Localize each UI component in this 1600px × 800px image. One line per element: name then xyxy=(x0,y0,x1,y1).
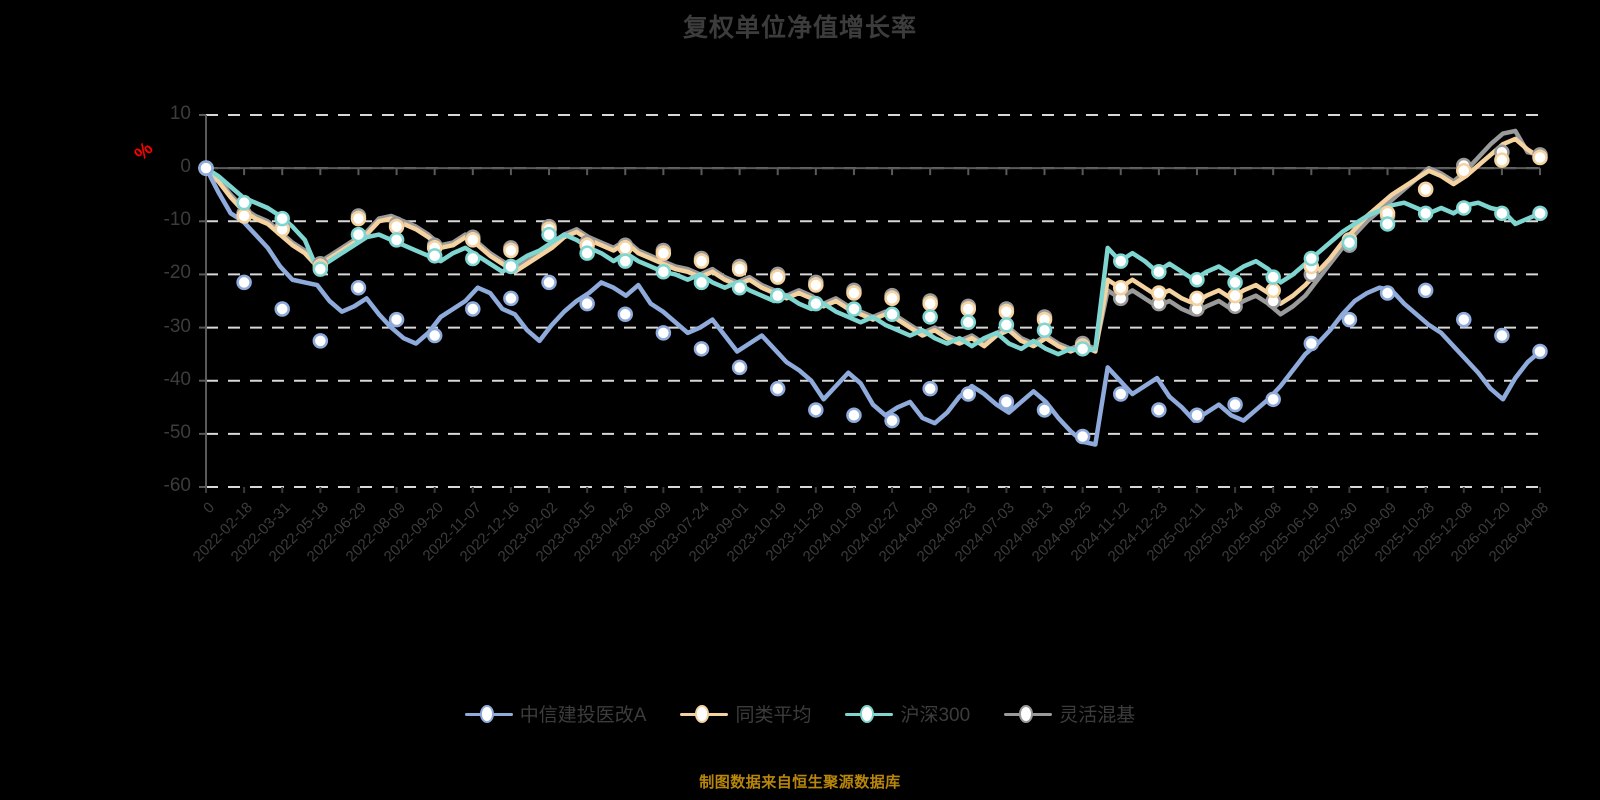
legend-item-label: 沪深300 xyxy=(900,705,971,726)
y-axis-tick-label: 0 xyxy=(180,156,191,178)
legend-marker-icon xyxy=(845,703,894,725)
y-axis-tick-label: -20 xyxy=(163,262,191,284)
y-axis-tick-label: -60 xyxy=(163,475,191,496)
chart-source-note: 制图数据来自恒生聚源数据库 xyxy=(699,774,901,791)
legend-item-3[interactable]: 沪深300 xyxy=(845,700,970,727)
legend-marker-icon xyxy=(464,703,513,725)
y-axis-tick-label: -40 xyxy=(163,368,191,390)
y-axis-tick-label: -50 xyxy=(163,421,191,443)
legend-marker-icon xyxy=(1004,703,1053,725)
legend-item-4[interactable]: 灵活混基 xyxy=(1004,700,1135,727)
y-axis-tick-label: -30 xyxy=(163,315,191,337)
legend-item-1[interactable]: 中信建投医改A xyxy=(464,700,647,727)
chart-legend: 中信建投医改A 同类平均 沪深300 灵活混基 xyxy=(0,700,1600,727)
legend-item-label: 同类平均 xyxy=(735,705,812,726)
legend-item-2[interactable]: 同类平均 xyxy=(680,700,811,727)
chart-title: 复权单位净值增长率 xyxy=(682,14,917,42)
legend-item-label: 中信建投医改A xyxy=(519,705,647,726)
legend-marker-icon xyxy=(680,703,729,725)
legend-item-label: 灵活混基 xyxy=(1059,705,1136,726)
y-axis-tick-label: 10 xyxy=(169,103,191,124)
y-axis-tick-label: -10 xyxy=(163,209,191,231)
